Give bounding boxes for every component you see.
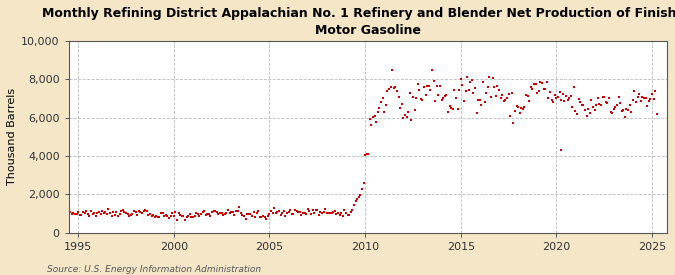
Title: Monthly Refining District Appalachian No. 1 Refinery and Blender Net Production : Monthly Refining District Appalachian No… — [42, 7, 675, 37]
Text: Source: U.S. Energy Information Administration: Source: U.S. Energy Information Administ… — [47, 265, 261, 274]
Y-axis label: Thousand Barrels: Thousand Barrels — [7, 88, 17, 185]
